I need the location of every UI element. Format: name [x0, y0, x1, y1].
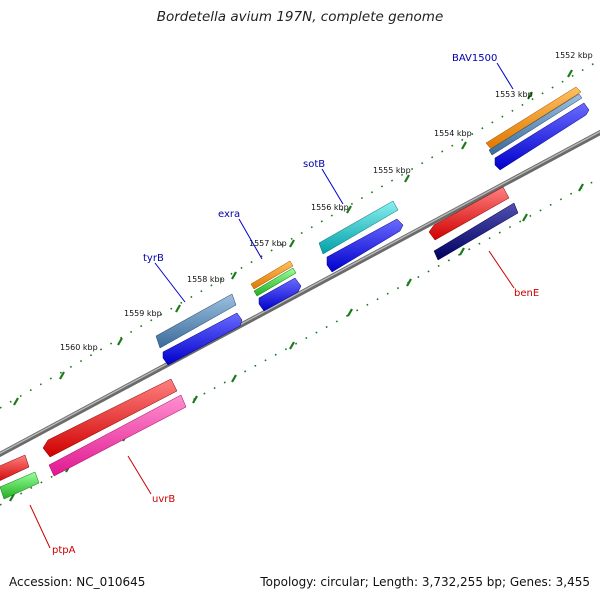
bene-label: benE	[514, 288, 539, 299]
uvrb-cds-arrow	[42, 378, 178, 458]
bene-gene-bar	[433, 202, 519, 261]
tick-label-1559: 1559 kbp	[124, 309, 162, 318]
bav1500-cds-arrow	[494, 102, 590, 171]
ptpa-label: ptpA	[52, 545, 76, 556]
tyrb-label: tyrB	[143, 253, 164, 264]
map-title: Bordetella avium 197N, complete genome	[156, 9, 444, 25]
exra-cds-arrow	[258, 277, 302, 312]
tick-label-1560: 1560 kbp	[60, 343, 98, 352]
gene-bav1500[interactable]: BAV1500	[452, 53, 590, 171]
exra-label: exra	[218, 209, 240, 220]
lower-scale-dots	[0, 177, 600, 506]
tyrb-label-line	[154, 262, 186, 303]
gene-uvrb[interactable]: uvrB	[42, 378, 187, 505]
uvrb-label: uvrB	[152, 494, 175, 505]
bav1500-feature	[485, 86, 582, 150]
ptpa-label-line	[29, 504, 51, 549]
exra-feature-orange	[250, 260, 294, 290]
sotb-gene-bar	[318, 200, 399, 255]
tick-label-1556: 1556 kbp	[311, 203, 349, 212]
uvrb-gene-bar	[48, 394, 187, 477]
gene-bene[interactable]: benE	[428, 186, 539, 299]
bav1500-gene-bar	[488, 93, 583, 156]
accession-label: Accession: NC_010645	[9, 575, 146, 589]
bav1500-label: BAV1500	[452, 53, 497, 64]
tick-label-1555: 1555 kbp	[373, 166, 411, 175]
ptpa-cds-arrow	[0, 454, 30, 481]
tyrb-cds-arrow	[162, 312, 243, 366]
uvrb-label-line	[127, 455, 152, 495]
sotb-label: sotB	[303, 159, 325, 170]
bene-label-line	[488, 250, 515, 289]
gene-exra[interactable]: exra	[218, 209, 302, 312]
genome-backbone	[0, 129, 600, 458]
gene-ptpa[interactable]: ptpA	[0, 454, 76, 556]
tick-label-1553: 1553 kbp	[495, 90, 533, 99]
bene-cds-arrow	[428, 186, 510, 241]
bav1500-label-line	[496, 62, 514, 90]
sotb-cds-arrow	[326, 218, 404, 273]
tick-label-1558: 1558 kbp	[187, 275, 225, 284]
sotb-label-line	[321, 168, 344, 205]
tick-label-1557: 1557 kbp	[249, 239, 287, 248]
tick-labels: 1552 kbp 1553 kbp 1554 kbp 1555 kbp 1556…	[60, 51, 593, 352]
gene-tyrb[interactable]: tyrB	[143, 253, 243, 366]
upper-scale-dots	[0, 59, 600, 409]
genome-summary: Topology: circular; Length: 3,732,255 bp…	[260, 575, 590, 589]
gene-sotb[interactable]: sotB	[303, 159, 404, 273]
ptpa-gene-bar	[0, 471, 40, 500]
exra-feature-green	[253, 267, 297, 297]
exra-label-line	[238, 218, 263, 260]
tyrb-gene-bar	[155, 293, 237, 349]
tick-label-1552: 1552 kbp	[555, 51, 593, 60]
tick-label-1554: 1554 kbp	[434, 129, 472, 138]
